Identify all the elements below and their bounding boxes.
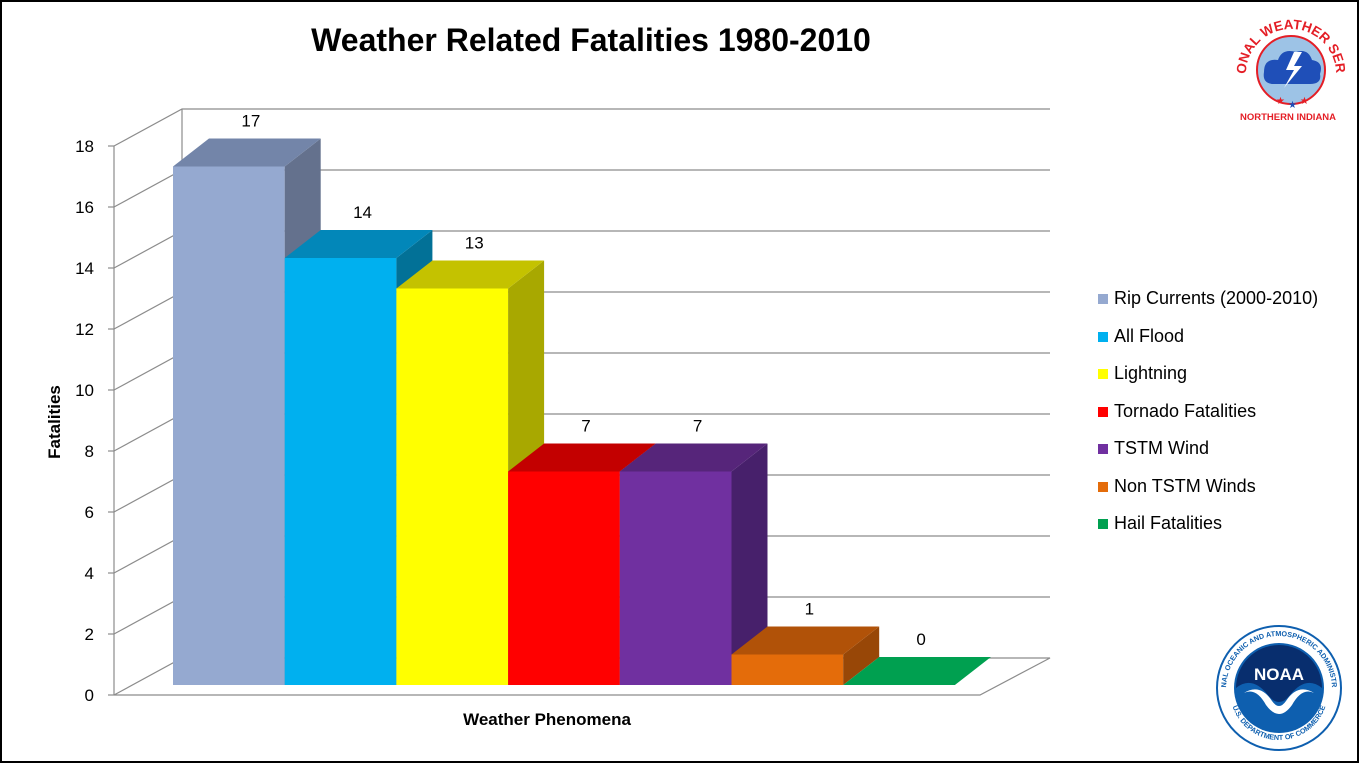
legend-swatch <box>1098 481 1108 492</box>
y-tick-label: 0 <box>85 686 94 705</box>
nws-logo-subtitle: NORTHERN INDIANA <box>1240 112 1336 123</box>
bar <box>619 443 768 685</box>
y-tick-label: 16 <box>75 198 94 217</box>
bar-top <box>731 626 880 655</box>
y-tick-label: 18 <box>75 137 94 156</box>
legend-swatch <box>1098 406 1108 417</box>
bar-top <box>843 657 991 685</box>
nws-logo: NATIONAL WEATHER SERVICE ★ ★ ★ NORTHERN … <box>1224 2 1348 123</box>
data-label: 0 <box>916 630 925 649</box>
svg-text:★: ★ <box>1288 100 1297 111</box>
y-axis-label: Fatalities <box>45 385 64 459</box>
data-label: 17 <box>241 112 260 131</box>
svg-text:★: ★ <box>1300 96 1309 107</box>
bar-top <box>396 260 545 289</box>
bar-top <box>508 443 656 472</box>
gridline <box>113 108 1050 147</box>
y-tick-label: 12 <box>75 320 94 339</box>
legend-label: Lightning <box>1114 363 1188 383</box>
bar <box>731 626 880 685</box>
bar <box>843 657 991 685</box>
chart-floor <box>113 657 1051 696</box>
data-label: 13 <box>465 234 484 253</box>
bar-front <box>508 471 620 685</box>
legend-label: All Flood <box>1114 325 1185 346</box>
bar-top <box>284 230 433 258</box>
chart-title: Weather Related Fatalities 1980-2010 <box>311 22 871 58</box>
y-tick-label: 2 <box>85 625 94 644</box>
data-label: 14 <box>353 203 372 222</box>
legend-swatch <box>1098 519 1108 529</box>
bar-side <box>731 443 768 685</box>
y-tick-label: 6 <box>85 503 94 522</box>
y-tick-label: 14 <box>75 259 94 278</box>
legend-label: Rip Currents (2000-2010) <box>1114 288 1319 308</box>
legend-label: Tornado Fatalities <box>1114 400 1257 421</box>
legend-label: TSTM Wind <box>1114 438 1210 458</box>
noaa-logo: NATIONAL OCEANIC AND ATMOSPHERIC ADMINIS… <box>1214 623 1342 751</box>
data-label: 7 <box>693 417 702 436</box>
legend-label: Hail Fatalities <box>1114 513 1223 533</box>
y-tick-label: 4 <box>85 564 94 583</box>
bar-front <box>396 288 509 685</box>
bar-front <box>173 166 285 685</box>
legend-swatch <box>1098 294 1108 304</box>
bar-front <box>619 471 732 685</box>
bar-front <box>731 654 844 685</box>
bar-top <box>619 443 768 472</box>
bar-top <box>173 138 321 167</box>
svg-text:★: ★ <box>1276 96 1285 107</box>
bar-side <box>843 626 880 685</box>
y-tick-label: 8 <box>85 442 94 461</box>
x-axis-label: Weather Phenomena <box>463 710 631 729</box>
legend-swatch <box>1098 444 1108 454</box>
legend-swatch <box>1098 369 1108 379</box>
legend-label: Non TSTM Winds <box>1114 475 1256 496</box>
y-tick-label: 10 <box>75 381 94 400</box>
data-label: 1 <box>805 600 814 619</box>
legend-swatch <box>1098 331 1108 342</box>
data-label: 7 <box>581 417 590 436</box>
noaa-logo-center-text: NOAA <box>1254 665 1304 684</box>
bar-front <box>284 258 397 685</box>
